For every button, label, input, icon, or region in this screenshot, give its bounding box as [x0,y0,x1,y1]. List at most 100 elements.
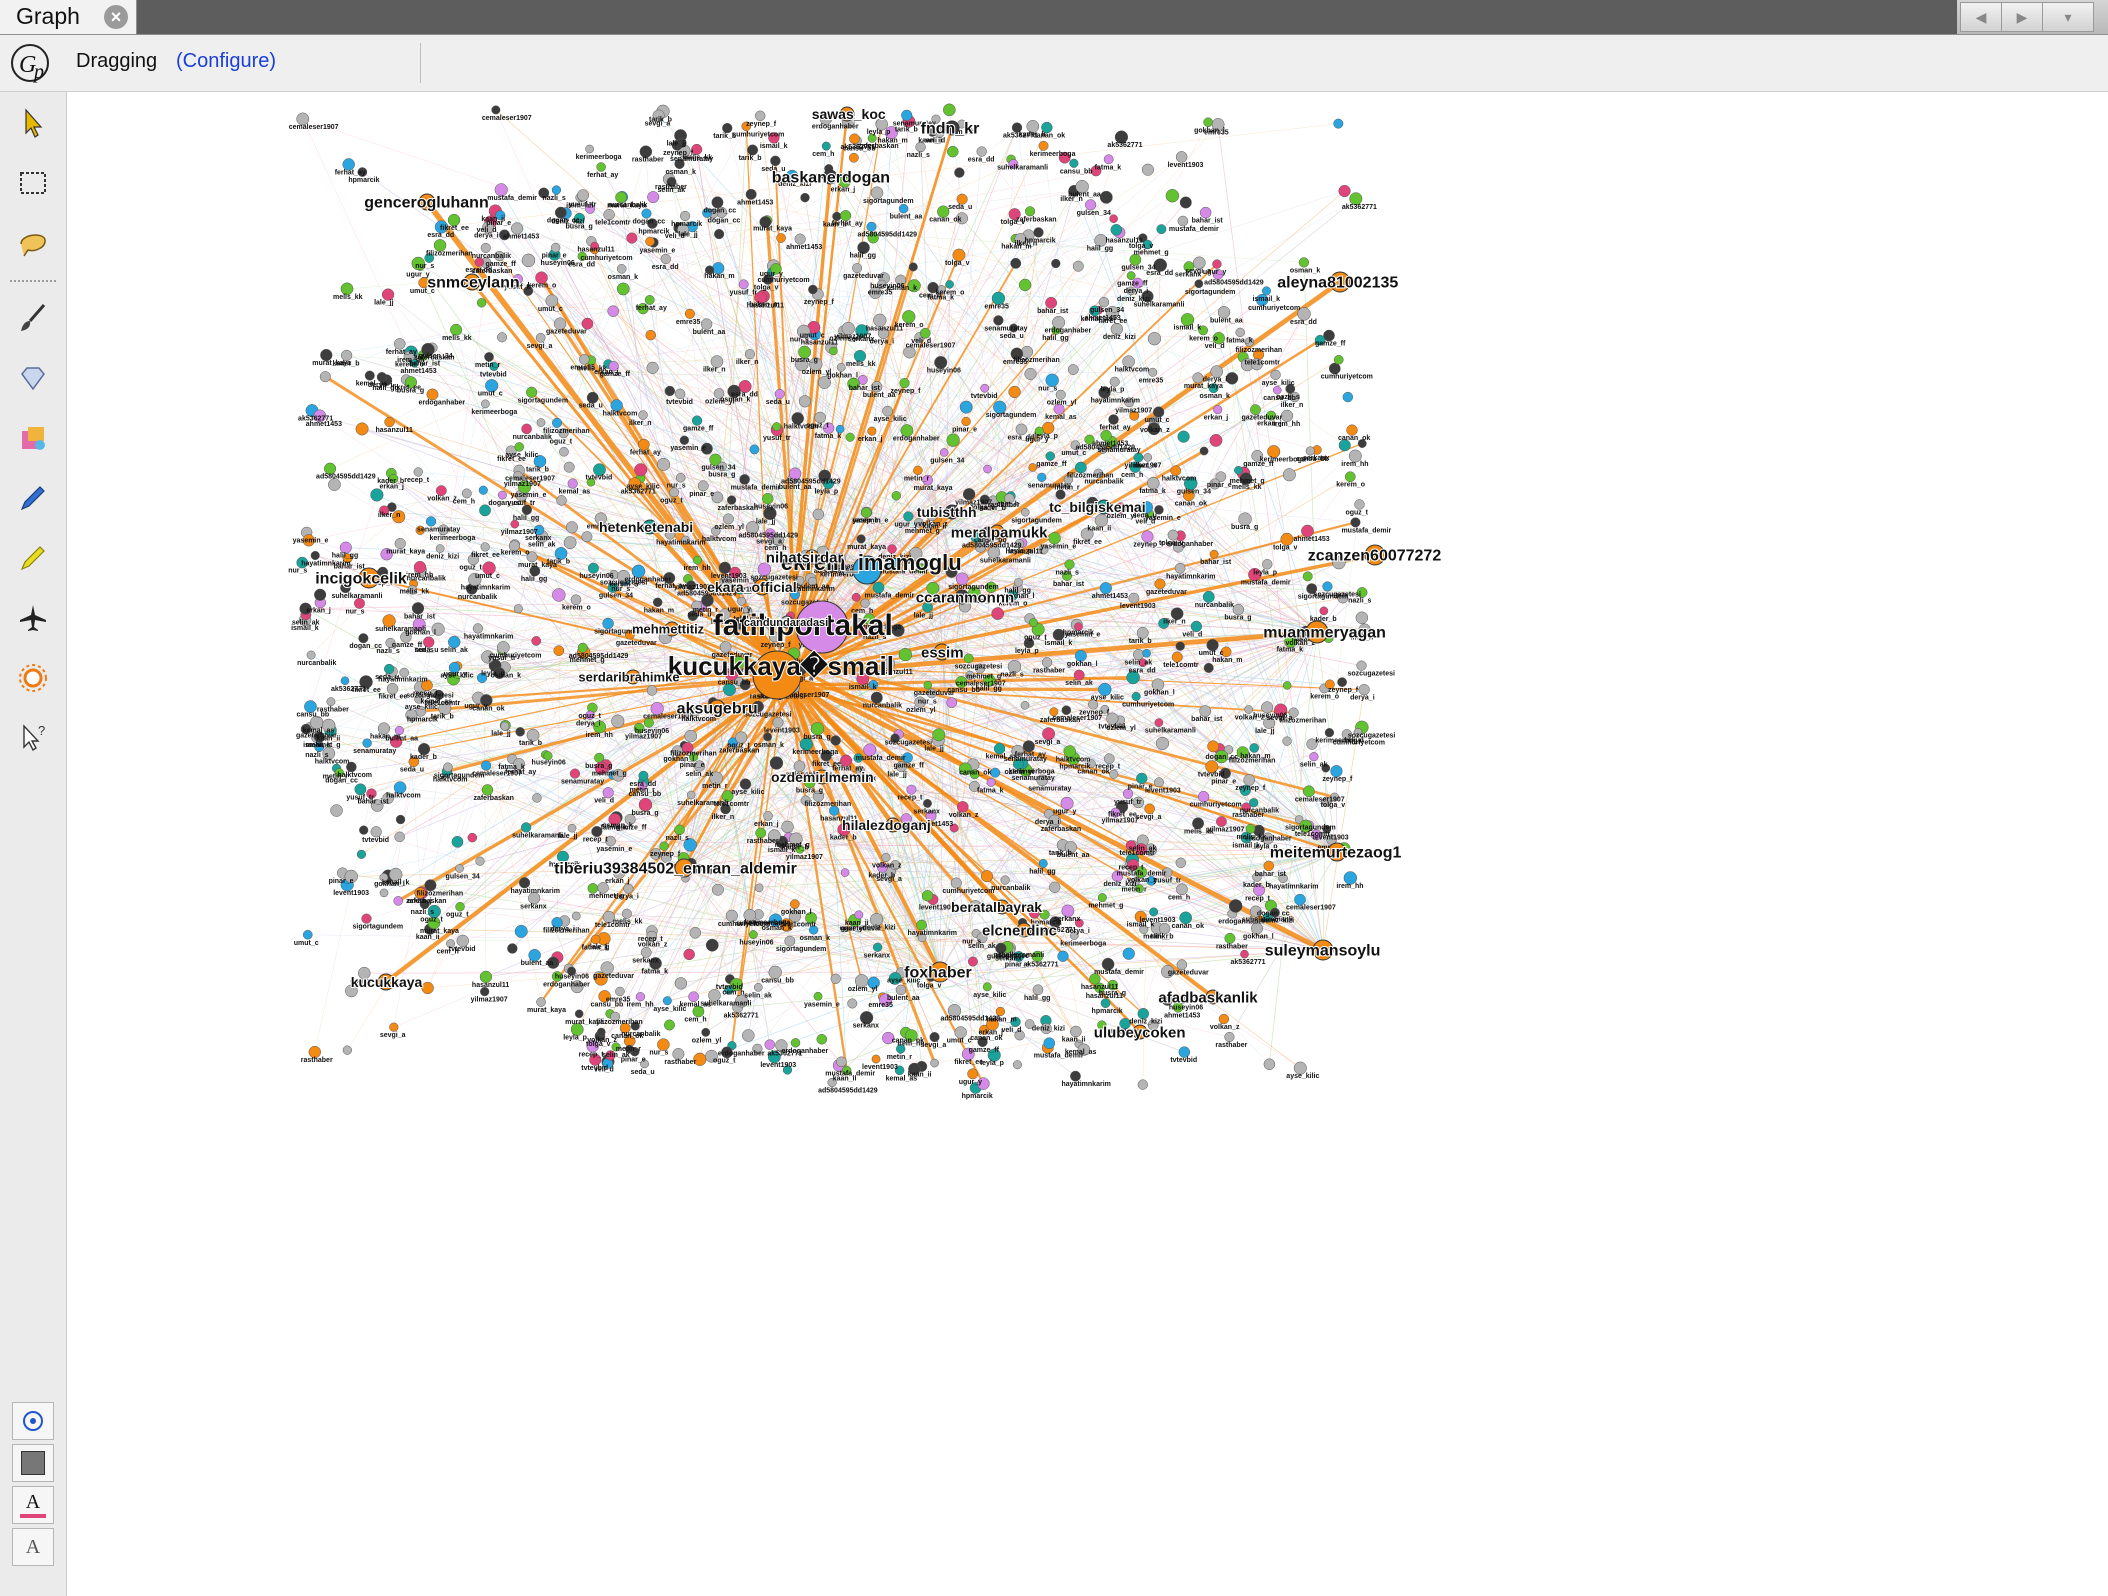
highlighter-icon[interactable] [12,537,54,579]
edge [526,509,718,709]
node-label: fatma_k [815,433,842,440]
edge [932,588,1363,593]
node-label: cansu_bb [628,791,661,798]
graph-node [867,426,877,436]
graph-node [1110,224,1123,236]
pencil-icon[interactable] [12,477,54,519]
scroll-right-icon[interactable]: ▶ [2001,2,2043,32]
node-label: ayse_kilic [874,416,907,423]
node-label: serkanx [848,336,875,343]
graph-node [643,717,654,728]
lasso-select-icon[interactable] [12,222,54,264]
graph-node [596,162,606,172]
node-label: oguz_t [550,438,573,445]
node-label: ilker_n [378,512,401,519]
tab-list-icon[interactable]: ▾ [2042,2,2094,32]
edge-orange [790,442,1363,674]
graph-node [872,581,885,594]
node-label: tarik_b [1151,934,1174,941]
node-label: mustafa_demir [1094,969,1144,976]
node-label: recep_t [1245,895,1271,902]
node-label: senamuratay [353,748,396,755]
edge [429,483,573,930]
node-label: suhelkaramanli [1145,728,1196,735]
graph-node [1176,883,1188,896]
tab-graph[interactable]: Graph × [0,0,137,34]
label-size-icon[interactable]: A [12,1528,54,1566]
hub-label: meitemurtezaog1 [1270,845,1402,862]
background-color-icon[interactable] [12,1444,54,1482]
edge-orange [654,672,800,855]
graph-node [763,732,772,742]
edge [622,288,718,709]
edge [455,329,636,1027]
close-icon[interactable]: × [104,5,128,29]
edge [866,1017,1079,1045]
graph-node [1149,907,1159,917]
graph-node [784,935,796,947]
brush-icon[interactable] [12,297,54,339]
edge [346,282,424,290]
node-label: leyla_p [481,670,505,677]
graph-node [326,697,336,707]
node-label: emre35 [1139,377,1164,384]
edge [420,651,943,688]
edge [821,391,1015,628]
hub-label: zcanzen60077272 [1308,548,1442,565]
node-label: ahmet1453 [1164,1012,1200,1019]
node-label: tvtevbid [449,946,476,953]
edge-orange [802,659,1335,799]
svg-text:p: p [32,61,44,83]
label-color-icon[interactable]: A [12,1486,54,1524]
graph-node [536,997,546,1007]
node-label: suhelkaramanli [331,593,382,600]
configure-link[interactable]: (Configure) [176,50,277,72]
painter-icon[interactable] [12,417,54,459]
node-label: emre35 [676,319,701,326]
tool-divider [10,280,56,282]
graph-node [956,801,969,813]
edge [424,259,1136,905]
graph-node [836,1056,847,1068]
graph-node [754,883,764,893]
graph-node [914,696,926,708]
airplane-icon[interactable] [12,597,54,639]
rectangle-select-icon[interactable] [12,162,54,204]
node-label: osman_k [1290,267,1320,274]
node-label: pinar_e [689,491,714,498]
node-label: erkan_j [754,821,779,828]
node-label: fatma_k [977,787,1004,794]
scroll-left-icon[interactable]: ◀ [1960,2,2002,32]
node-label: gulsen_34 [1090,307,1124,314]
node-label: hayatimnkarim [1091,397,1140,404]
graph-node [479,970,493,984]
graph-canvas[interactable]: sigortagundem hpmarcik senamuratay hasanzul… [67,92,2108,1596]
node-label: gokhan_l [663,756,694,763]
node-label: gulsen_34 [1177,488,1211,495]
edge [1139,851,1338,889]
node-label: zaferbaskan [406,898,446,905]
graph-node [434,220,448,234]
edge [594,626,823,1060]
graph-node [840,868,850,877]
network-graph[interactable]: sigortagundemhpmarciksenamuratayhasanzul… [67,92,2108,1596]
graph-node [674,388,686,400]
node-size-icon[interactable] [12,1402,54,1440]
graph-node [1234,465,1243,475]
hub-label: ccaranmonnn [916,589,1014,606]
diamond-icon[interactable] [12,357,54,399]
graph-node [1346,424,1358,436]
pointer-help-icon[interactable]: ? [12,717,54,759]
graph-node [770,155,781,167]
select-arrow-icon[interactable] [12,102,54,144]
graph-node [729,566,741,579]
graph-node [741,1029,755,1042]
graph-node [790,899,800,909]
edge [854,283,1200,921]
edge [866,569,1068,804]
node-label: ak5362771 [621,489,656,496]
sun-icon[interactable] [12,657,54,699]
node-label: halil_gg [850,253,876,260]
node-label: nazli_s [411,909,434,916]
graph-node [902,752,913,763]
